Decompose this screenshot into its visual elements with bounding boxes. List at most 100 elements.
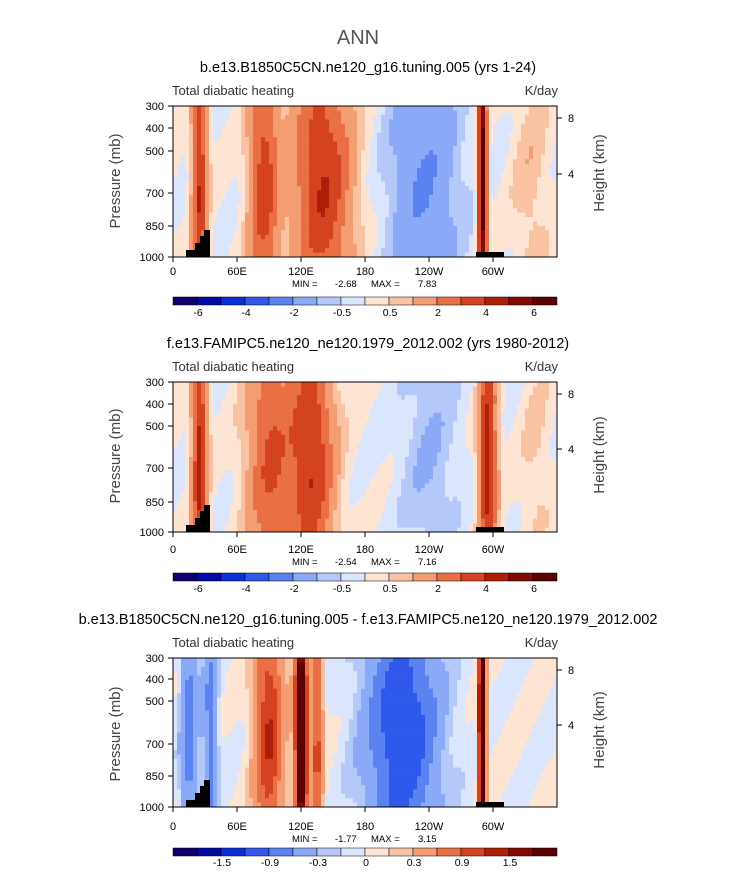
field-cell (305, 194, 310, 200)
field-cell (237, 514, 242, 520)
field-cell (281, 185, 286, 191)
field-cell (185, 163, 190, 169)
field-cell (541, 137, 546, 142)
field-cell (229, 181, 234, 187)
field-cell (341, 474, 346, 480)
field-cell (521, 150, 526, 156)
field-cell (217, 119, 222, 125)
field-cell (253, 421, 258, 427)
field-cell (485, 141, 490, 147)
field-cell (313, 470, 318, 476)
field-cell (297, 395, 302, 401)
field-cell (253, 461, 258, 467)
field-cell (213, 421, 218, 427)
field-cell (193, 119, 198, 125)
field-cell (329, 234, 334, 240)
field-cell (445, 199, 450, 205)
field-cell (321, 457, 326, 462)
field-cell (289, 465, 294, 471)
field-cell (397, 154, 402, 160)
field-cell (377, 243, 382, 249)
field-cell (181, 181, 186, 187)
field-cell (321, 505, 326, 511)
field-cell (289, 163, 294, 169)
field-cell (305, 523, 310, 528)
field-cell (197, 132, 202, 138)
field-cell (193, 461, 198, 467)
field-cell (305, 159, 310, 165)
field-cell (313, 243, 318, 249)
field-cell (545, 137, 550, 142)
field-cell (505, 119, 510, 125)
field-cell (541, 199, 546, 205)
field-cell (357, 212, 362, 218)
field-cell (345, 243, 350, 249)
field-cell (289, 514, 294, 520)
field-cell (181, 145, 186, 151)
field-cell (253, 141, 258, 147)
field-cell (205, 177, 210, 182)
field-cell (401, 239, 406, 245)
field-cell (357, 505, 362, 511)
field-cell (237, 412, 242, 418)
field-cell (249, 465, 254, 471)
field-cell (293, 501, 298, 506)
field-cell (521, 159, 526, 165)
field-cell (217, 172, 222, 178)
field-cell (477, 185, 482, 191)
field-cell (245, 501, 250, 506)
field-cell (345, 123, 350, 129)
field-cell (221, 518, 226, 524)
field-cell (209, 395, 214, 401)
field-cell (361, 230, 366, 236)
field-cell (173, 439, 178, 445)
field-cell (261, 110, 266, 116)
field-cell (237, 483, 242, 489)
field-cell (425, 243, 430, 249)
field-cell (401, 181, 406, 187)
field-cell (437, 252, 442, 258)
field-cell (321, 110, 326, 116)
field-cell (213, 243, 218, 249)
field-cell (185, 465, 190, 471)
field-cell (237, 527, 242, 533)
field-cell (365, 137, 370, 142)
field-cell (441, 252, 446, 258)
field-cell (533, 185, 538, 191)
field-cell (237, 487, 242, 493)
field-cell (517, 225, 522, 231)
field-cell (481, 203, 486, 209)
field-cell (497, 185, 502, 191)
field-cell (433, 221, 438, 227)
field-cell (277, 168, 282, 174)
field-cell (329, 439, 334, 445)
field-cell (193, 190, 198, 196)
field-cell (257, 132, 262, 138)
field-cell (349, 248, 354, 253)
field-cell (261, 382, 266, 387)
field-cell (337, 225, 342, 231)
field-cell (361, 252, 366, 258)
field-cell (385, 239, 390, 245)
field-cell (353, 395, 358, 401)
field-cell (337, 430, 342, 436)
field-cell (265, 181, 270, 187)
field-cell (285, 150, 290, 156)
field-cell (257, 217, 262, 222)
field-cell (285, 177, 290, 182)
field-cell (213, 509, 218, 515)
field-cell (233, 496, 238, 502)
field-cell (357, 496, 362, 502)
field-cell (229, 114, 234, 120)
field-cell (233, 190, 238, 196)
field-cell (361, 190, 366, 196)
field-cell (509, 141, 514, 147)
field-cell (385, 190, 390, 196)
field-cell (325, 172, 330, 178)
field-cell (233, 465, 238, 471)
field-cell (257, 168, 262, 174)
field-cell (385, 248, 390, 253)
field-cell (309, 110, 314, 116)
field-cell (429, 208, 434, 213)
field-cell (209, 492, 214, 498)
